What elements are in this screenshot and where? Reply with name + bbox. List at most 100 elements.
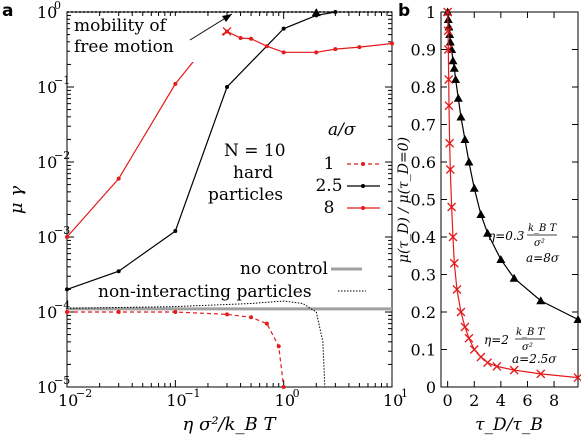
x-tick-label-b: 4: [496, 391, 506, 410]
y-tick-label-b: 0.5: [411, 191, 436, 210]
data-point-b-x: [460, 322, 470, 332]
data-point-b-x: [445, 138, 455, 148]
data-point-b-x: [492, 361, 502, 371]
data-point-b-x: [443, 26, 453, 36]
y-axis-label-a: μ γ: [6, 186, 27, 214]
x-tick-label-a: 10: [166, 391, 186, 410]
annotation-eta-2: η=2 k_B T σ² a=2.5σ: [484, 327, 557, 366]
x-tick-exponent-a: 1: [401, 387, 408, 400]
data-point-b-triangle: [451, 75, 461, 83]
y-tick-label-b: 0.1: [411, 341, 436, 360]
legend-particles-text: particles: [208, 185, 283, 205]
data-point-b-x: [464, 333, 474, 343]
data-point-a-1: [116, 310, 121, 314]
data-point-a-8: [65, 235, 69, 239]
y-tick-exponent-a: 0: [54, 0, 61, 12]
chart-panel-b: 0 2 4 6 800.10.20.30.40.50.60.70.80.91 η=0.3…: [396, 3, 581, 435]
data-point-a-8: [281, 50, 286, 55]
data-point-b-triangle: [483, 228, 493, 237]
y-tick-label-b: 0.4: [411, 228, 436, 247]
annotation-mobility-line2: free motion: [74, 37, 174, 57]
annotation-arrowhead: [222, 14, 232, 22]
data-point-a-8: [314, 50, 319, 55]
y-tick-label-b: 0: [426, 378, 436, 397]
data-point-b-x: [448, 232, 458, 242]
annotation-eta-0.3: η=0.3 k_B T σ² a=8σ: [488, 223, 560, 265]
data-point-b-triangle: [573, 315, 581, 323]
legend-label-1: 1: [324, 154, 335, 174]
series-line-b-0: [447, 11, 579, 321]
data-point-b-triangle: [445, 30, 455, 38]
data-point-b-triangle: [509, 273, 519, 282]
data-point-a-8: [173, 81, 178, 86]
data-point-b-x: [452, 285, 462, 294]
series-line-a-1: [67, 311, 285, 388]
legend-a: N = 10 hard particles a/σ 12.58: [208, 120, 380, 218]
y-tick-label-b: 0.8: [411, 78, 436, 97]
x-tick-label-b: 2: [469, 391, 479, 410]
data-point-b-triangle: [456, 112, 466, 121]
data-point-a-1: [249, 315, 254, 320]
annotation-eta1: η=0.3: [488, 229, 525, 243]
data-point-b-triangle: [453, 93, 463, 102]
x-tick-label-a: 10: [58, 391, 78, 410]
annotation-mobility-line1: mobility of: [74, 16, 168, 36]
marker-triangle-a: [311, 8, 321, 17]
y-tick-exponent-a: −5: [54, 374, 70, 387]
y-tick-exponent-a: −2: [54, 149, 70, 162]
legend-marker-1: [361, 162, 365, 166]
data-point-a-2.5: [173, 229, 178, 234]
annotation-a2: a=2.5σ: [512, 352, 557, 366]
x-tick-exponent-a: −2: [76, 387, 92, 400]
y-axis-label-b: μ(τ_D) / μ(τ_D=0): [396, 137, 412, 263]
data-point-b-triangle: [469, 183, 479, 192]
x-tick-exponent-a: 0: [293, 387, 300, 400]
data-point-a-1: [264, 321, 269, 326]
annotation-eta1-unit-num: k_B T: [528, 223, 558, 234]
y-tick-label-b: 0.6: [411, 153, 436, 172]
data-point-a-8: [390, 41, 394, 46]
legend-label-8: 8: [324, 198, 335, 218]
data-point-b-x: [444, 75, 454, 84]
data-point-a-2.5: [333, 10, 338, 14]
legend-title: a/σ: [328, 120, 356, 140]
x-tick-label-a: 10: [383, 391, 403, 410]
y-tick-label-a: 10: [37, 228, 57, 247]
y-tick-label-b: 0.7: [411, 116, 436, 135]
legend-reference: no control non-interacting particles: [98, 259, 366, 302]
marker-x-a: [222, 27, 232, 36]
series-line-b-1: [447, 11, 579, 379]
data-point-a-8: [357, 45, 362, 50]
data-point-b-x: [456, 307, 466, 317]
y-tick-label-b: 1: [426, 3, 436, 22]
data-point-b-triangle: [444, 22, 454, 31]
data-point-a-2.5: [225, 85, 230, 89]
y-tick-label-a: 10: [37, 153, 57, 172]
data-point-a-1: [173, 310, 178, 314]
data-point-b-triangle: [449, 63, 459, 72]
annotation-eta2-unit-den: σ²: [522, 342, 533, 353]
data-point-b-x: [443, 7, 453, 17]
reference-line-noninteracting: [66, 300, 326, 388]
x-tick-label-b: 6: [522, 391, 532, 410]
data-point-a-2.5: [116, 269, 121, 274]
legend-hard-text: hard: [233, 163, 273, 183]
annotation-a1: a=8σ: [526, 251, 560, 265]
data-point-a-2.5: [65, 287, 69, 292]
y-tick-label-b: 0.9: [411, 41, 436, 60]
data-point-b-x: [445, 165, 455, 174]
legend-label-2.5: 2.5: [315, 176, 342, 196]
data-point-a-8: [264, 44, 269, 49]
data-point-b-x: [449, 258, 459, 268]
panel-label-a: a: [2, 1, 13, 21]
data-point-b-x: [469, 345, 479, 354]
legend-noninteracting-text: non-interacting particles: [98, 282, 312, 302]
y-tick-label-b: 0.2: [411, 303, 436, 322]
legend-marker-8: [361, 206, 365, 210]
y-tick-label-a: 10: [37, 3, 57, 22]
legend-marker-2.5: [361, 184, 365, 188]
data-point-a-1: [276, 344, 281, 349]
data-point-a-8: [116, 176, 121, 181]
data-point-b-x: [483, 358, 493, 368]
